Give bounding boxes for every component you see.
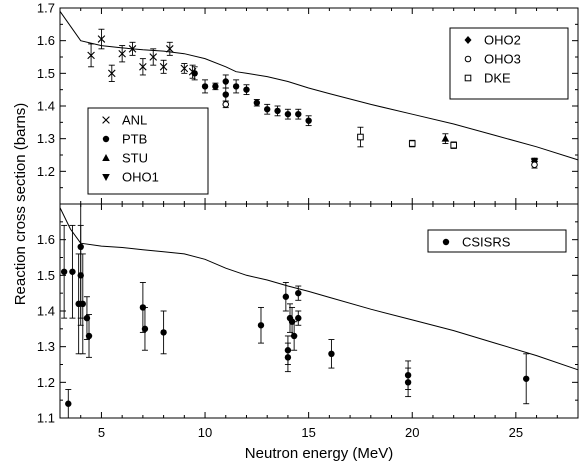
legend-top-right: CSISRS: [427, 229, 567, 253]
data-point: [450, 141, 457, 149]
y-tick-label: 1.1: [37, 411, 55, 426]
data-point: [83, 314, 91, 322]
x-tick-label: 15: [301, 425, 315, 440]
theory-curve: [59, 11, 579, 161]
y-tick-label: 1.4: [37, 99, 55, 114]
data-point: [97, 35, 106, 43]
data-point: [159, 63, 168, 71]
series-oho3: [222, 100, 538, 169]
legend-label: DKE: [484, 71, 511, 86]
series-ptb: [191, 66, 312, 127]
data-point: [87, 51, 95, 60]
data-point: [257, 322, 265, 329]
series-dke: [357, 126, 457, 149]
data-point: [404, 379, 412, 386]
legend-marker: [464, 55, 472, 63]
data-point: [77, 272, 84, 279]
y-tick-label: 1.7: [37, 1, 55, 16]
legend-marker: [464, 74, 472, 82]
data-point: [264, 106, 271, 113]
y-tick-label: 1.5: [37, 268, 55, 283]
data-point: [282, 293, 290, 300]
y-tick-label: 1.5: [37, 66, 55, 81]
data-point: [128, 45, 137, 53]
theory-curve: [59, 207, 579, 371]
data-point: [65, 400, 72, 407]
data-point: [139, 63, 147, 71]
legend-marker: [102, 174, 110, 181]
data-point: [253, 99, 261, 106]
x-axis: 5 10 15 20 25: [98, 425, 523, 440]
y-tick-label: 1.4: [37, 304, 55, 319]
y-tick-label: 1.3: [37, 131, 55, 146]
x-tick-label: 5: [98, 425, 105, 440]
series-stu: [441, 133, 450, 145]
legend-label: OHO2: [484, 33, 521, 48]
data-point: [222, 91, 229, 98]
data-point: [222, 78, 229, 85]
y-tick-label: 1.3: [37, 339, 55, 354]
bottom-panel: 1.1 1.2 1.3 1.4 1.5 1.6 CSISRS: [37, 203, 579, 426]
data-point: [284, 110, 292, 118]
data-point: [295, 110, 302, 118]
data-point: [212, 83, 219, 90]
data-point: [141, 325, 149, 333]
legend-bottom-left: ANL PTB STU OHO1: [87, 107, 209, 195]
data-point: [108, 69, 116, 78]
legend-marker: [102, 154, 110, 161]
legend-top-right: OHO2 OHO3 DKE: [449, 27, 569, 100]
data-point: [408, 140, 416, 147]
data-point: [284, 354, 292, 361]
data-point: [295, 289, 302, 297]
data-point: [191, 70, 198, 77]
data-point: [180, 64, 189, 73]
y-tick-label: 1.6: [37, 232, 55, 247]
data-point: [232, 83, 240, 90]
data-point: [441, 134, 450, 142]
y-axis-title: Reaction cross section (barns): [12, 103, 29, 306]
data-point: [60, 268, 68, 275]
data-point: [69, 268, 76, 275]
legend-label: STU: [122, 151, 148, 166]
legend-label: PTB: [122, 132, 147, 147]
data-point: [160, 329, 167, 336]
x-tick-label: 25: [509, 425, 523, 440]
data-point: [274, 107, 281, 115]
x-axis-title: Neutron energy (MeV): [245, 445, 393, 462]
series-csisrs: [60, 203, 530, 419]
legend-box: [427, 229, 567, 253]
data-point: [243, 86, 250, 93]
data-point: [85, 332, 93, 340]
series-anl: [87, 28, 197, 82]
legend-label: OHO1: [122, 170, 159, 185]
data-point: [149, 53, 158, 61]
data-point: [328, 350, 335, 357]
y-tick-label: 1.2: [37, 375, 55, 390]
x-tick-label: 10: [198, 425, 212, 440]
y-tick-label: 1.2: [37, 164, 55, 179]
data-point: [357, 133, 364, 141]
data-point: [531, 161, 538, 169]
legend-marker: [102, 135, 110, 143]
data-point: [79, 300, 86, 308]
data-point: [305, 117, 312, 124]
data-point: [201, 83, 209, 90]
data-point: [290, 332, 298, 340]
x-tick-label: 20: [405, 425, 419, 440]
y-tick-label: 1.6: [37, 33, 55, 48]
data-point: [523, 375, 530, 382]
legend-marker: [102, 116, 110, 124]
legend-label: ANL: [122, 113, 147, 128]
legend-label: OHO3: [484, 52, 521, 67]
data-point: [222, 101, 230, 108]
legend-label: CSISRS: [462, 235, 511, 250]
data-point: [118, 49, 126, 58]
data-point: [295, 314, 302, 322]
data-point: [166, 45, 174, 53]
legend-marker: [464, 36, 472, 44]
legend-marker: [442, 238, 450, 246]
top-panel: 1.2 1.3 1.4 1.5 1.6 1.7 OHO2 OHO3 DKE ANL PTB STU OH…: [37, 1, 579, 205]
